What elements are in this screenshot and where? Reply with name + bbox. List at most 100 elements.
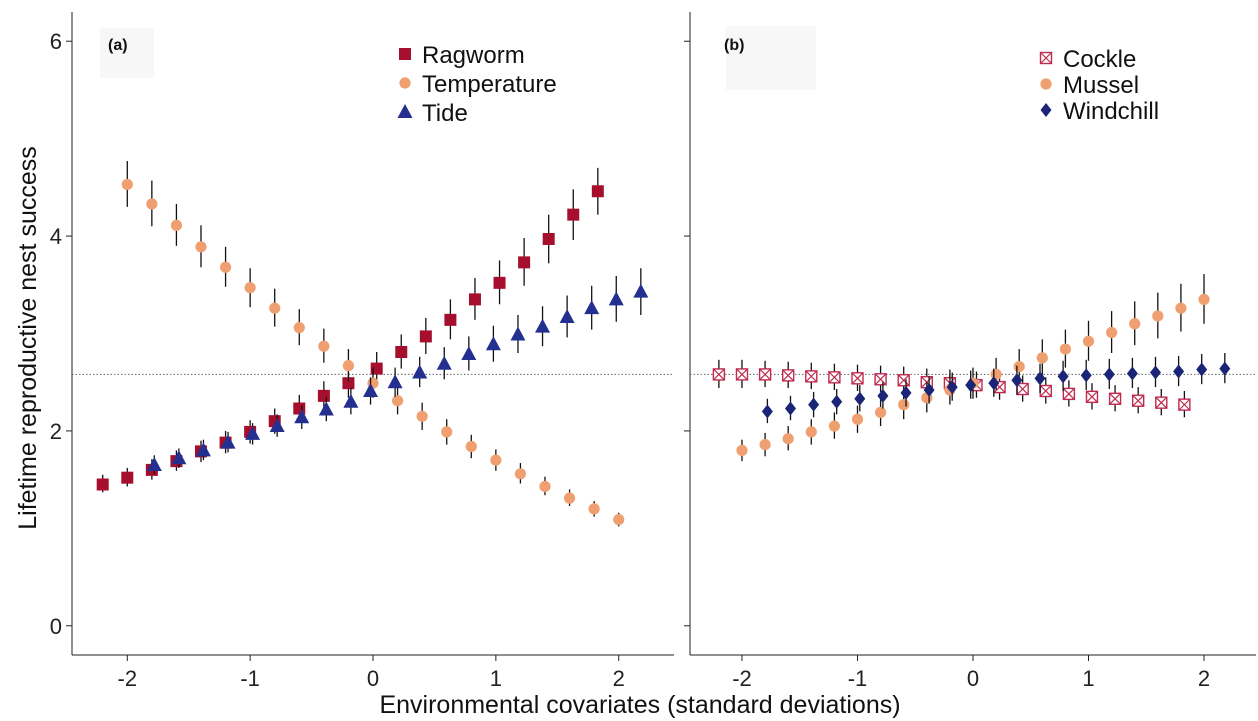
data-point [244,282,256,294]
data-point [444,313,457,326]
data-point [1152,310,1164,322]
data-point [1175,302,1187,314]
data-point [1178,398,1191,411]
data-point [608,291,624,306]
data-point [559,308,575,323]
data-point [828,420,840,432]
data-point [542,232,555,245]
data-point [391,395,404,407]
data-point [510,326,526,341]
legend-marker [1040,78,1052,90]
data-point [490,454,502,466]
data-point [1131,394,1145,407]
data-point [1173,364,1185,379]
legend-label: Mussel [1063,72,1139,99]
data-point [539,480,551,493]
legend-label: Windchill [1063,98,1159,125]
data-point [946,380,958,395]
legend-marker [399,48,411,60]
data-point [468,293,481,306]
data-point [412,364,428,379]
panel-label: (b) [724,37,744,54]
data-point [1106,326,1118,339]
data-point [900,385,912,400]
data-point [121,178,133,191]
data-point [1155,396,1168,409]
data-point [761,404,773,419]
data-point [395,346,408,359]
x-tick-label: 1 [1082,666,1094,691]
legend-label: Ragworm [422,42,525,69]
y-tick-label: 0 [50,614,62,639]
data-point [1085,390,1099,404]
data-point [269,418,285,433]
data-point [1196,362,1208,377]
data-point [416,410,428,422]
y-tick-label: 2 [50,419,62,444]
y-axis-title: Lifetime reproductive nest success [14,146,42,530]
legend-marker [1039,51,1053,65]
data-point [808,397,820,412]
data-point [514,468,527,480]
data-point [805,370,818,383]
data-point [1016,382,1029,396]
data-point [712,368,726,381]
panel-label: (a) [108,37,128,54]
data-point [293,322,305,334]
data-point [736,444,748,457]
data-point [1198,293,1210,306]
data-point [419,330,432,343]
data-point [1039,384,1052,398]
data-point [782,433,794,445]
data-point [567,208,580,221]
data-point [923,383,935,398]
data-point [828,371,841,384]
series-windchill [761,352,1231,424]
data-point [874,406,887,419]
data-point [387,374,403,389]
data-point [563,492,576,504]
data-point [988,376,1000,391]
data-point [96,478,109,491]
data-point [1062,387,1076,401]
data-point [461,345,477,360]
x-tick-label: 1 [490,666,502,691]
data-point [898,399,910,411]
data-point [1103,367,1115,382]
data-point [854,391,866,406]
data-point [584,300,600,315]
data-point [588,503,600,515]
data-point [591,185,604,198]
data-point [897,374,910,387]
series-tide [146,268,649,474]
data-point [613,513,625,526]
data-point [441,426,453,438]
data-point [146,457,162,472]
x-tick-label: -1 [848,666,868,691]
data-point [245,425,261,440]
data-point [735,368,749,381]
x-tick-label: 2 [613,666,625,691]
data-point [485,336,501,351]
data-point [759,438,771,451]
data-point [318,401,334,416]
data-point [633,283,649,298]
data-point [1034,371,1046,386]
data-point [1082,335,1095,347]
data-point [436,355,452,370]
series-mussel [736,274,1210,462]
data-point [1219,361,1231,376]
data-point [831,394,843,409]
data-point [781,369,795,382]
data-point [1059,343,1072,355]
data-point [877,388,889,403]
legend-marker [399,77,411,89]
legend-label: Cockle [1063,46,1136,73]
data-point [851,413,864,425]
series-ragworm [96,167,604,493]
